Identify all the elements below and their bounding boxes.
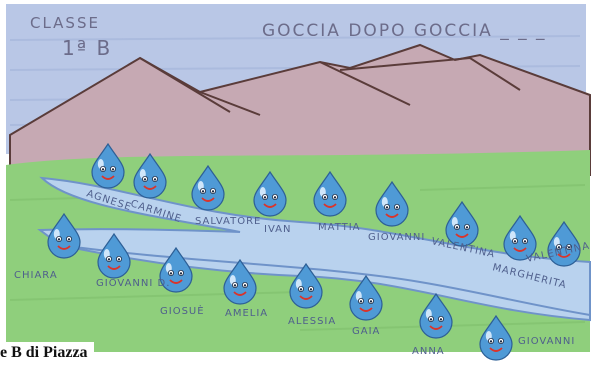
name-salvatore: SALVATORE	[195, 216, 261, 227]
name-giovanni-d: GIOVANNI D.	[96, 278, 170, 289]
water-drop-face-icon	[191, 164, 225, 211]
water-drop-face-icon	[313, 170, 347, 217]
water-drop-face-icon	[253, 170, 287, 217]
water-drop-face-icon	[91, 142, 125, 189]
name-mattia: MATTIA	[318, 222, 361, 233]
water-drop-face-icon	[419, 292, 453, 339]
name-amelia: AMELIA	[225, 308, 268, 319]
water-drop-face-icon	[223, 258, 257, 305]
drops-layer	[47, 142, 581, 361]
water-drop-face-icon	[349, 274, 383, 321]
name-chiara: CHIARA	[14, 270, 58, 281]
water-drop-face-icon	[47, 212, 81, 259]
water-drop-face-icon	[547, 220, 581, 267]
name-anna: ANNA	[412, 346, 445, 357]
mountain-ridges	[139, 56, 521, 116]
drawing-title: GOCCIA DOPO GOCCIA _ _ _	[262, 21, 547, 41]
water-drop-face-icon	[133, 152, 167, 199]
water-drop-face-icon	[375, 180, 409, 227]
water-drop-face-icon	[445, 200, 479, 247]
image-caption: e B di Piazza	[0, 342, 94, 366]
name-giovanni-2: GIOVANNI	[518, 336, 575, 347]
water-drop-face-icon	[97, 232, 131, 279]
name-ivan: IVAN	[264, 224, 291, 235]
river	[37, 176, 591, 322]
name-alessia: ALESSIA	[288, 316, 336, 327]
class-name: 1ª B	[62, 36, 112, 60]
water-drop-face-icon	[503, 214, 537, 261]
river-edge	[59, 244, 591, 316]
class-label: CLASSE	[30, 14, 100, 32]
name-giovanni: GIOVANNI	[368, 232, 425, 243]
name-giosue: GIOSUÈ	[160, 304, 205, 317]
name-gaia: GAIA	[352, 326, 380, 337]
water-drop-face-icon	[479, 314, 513, 361]
water-drop-face-icon	[159, 246, 193, 293]
water-drop-face-icon	[289, 262, 323, 309]
